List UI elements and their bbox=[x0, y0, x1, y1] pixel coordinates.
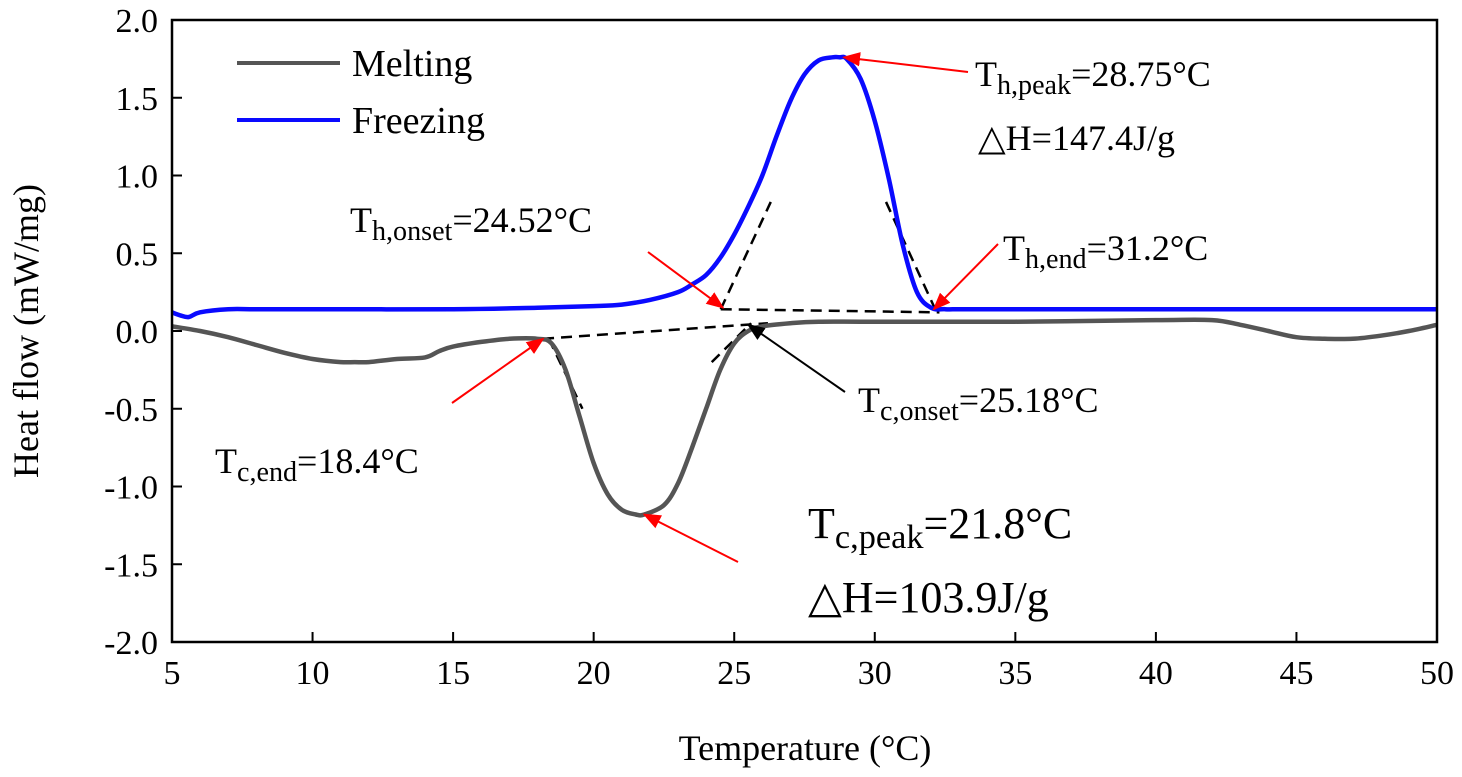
x-tick-labels: 5 10 15 20 25 30 35 40 45 50 bbox=[164, 655, 1455, 692]
tangent-line-5 bbox=[884, 201, 938, 313]
label-th-peak: Th,peak=28.75°C bbox=[975, 54, 1211, 101]
y-tick-label: 1.0 bbox=[116, 159, 159, 196]
y-tick-label: -1.0 bbox=[104, 470, 158, 507]
label-dh-freeze: △H=103.9J/g bbox=[808, 573, 1049, 622]
series-line-freezing bbox=[172, 54, 1437, 320]
x-tick-label: 25 bbox=[717, 655, 751, 692]
y-tick-label: -1.5 bbox=[104, 547, 158, 584]
arrow-th-end bbox=[932, 243, 999, 311]
x-axis-title: Temperature (°C) bbox=[679, 728, 932, 768]
x-tick-label: 5 bbox=[164, 655, 181, 692]
plot-frame bbox=[170, 18, 1439, 644]
tangent-line-0 bbox=[542, 321, 769, 341]
x-tick-label: 50 bbox=[1420, 655, 1454, 692]
y-tick-label: 0.0 bbox=[116, 314, 159, 351]
x-tick-label: 45 bbox=[1279, 655, 1313, 692]
arrow-th-onset bbox=[647, 251, 725, 309]
y-axis-title: Heat flow (mW/mg) bbox=[6, 184, 46, 478]
x-tick-label: 10 bbox=[296, 655, 330, 692]
legend-label-melting: Melting bbox=[352, 43, 472, 85]
arrow-th-peak bbox=[842, 52, 969, 73]
x-tick-label: 20 bbox=[577, 655, 611, 692]
series-line-melting bbox=[172, 317, 1437, 518]
y-tick-label: 2.0 bbox=[116, 3, 159, 40]
label-tc-end: Tc,end=18.4°C bbox=[215, 441, 419, 488]
arrow-tc-end bbox=[451, 337, 545, 404]
x-tick-label: 30 bbox=[858, 655, 892, 692]
tangent-line-2 bbox=[710, 322, 752, 363]
y-tick-label: 0.5 bbox=[116, 236, 159, 273]
x-tick-label: 40 bbox=[1139, 655, 1173, 692]
annotation-arrows bbox=[451, 52, 999, 563]
tangent-line-4 bbox=[719, 201, 772, 310]
x-tick-label: 15 bbox=[436, 655, 470, 692]
x-tick-label: 35 bbox=[998, 655, 1032, 692]
tangent-line-3 bbox=[720, 307, 940, 314]
label-dh-melt: △H=147.4J/g bbox=[978, 118, 1175, 158]
arrow-tc-onset bbox=[746, 323, 846, 393]
legend-label-freezing: Freezing bbox=[352, 100, 485, 142]
y-tick-label: 1.5 bbox=[116, 81, 159, 118]
label-tc-onset: Tc,onset=25.18°C bbox=[858, 380, 1098, 427]
legend: Melting Freezing bbox=[237, 43, 485, 142]
label-th-onset: Th,onset=24.52°C bbox=[350, 200, 592, 247]
label-th-end: Th,end=31.2°C bbox=[1003, 228, 1208, 275]
y-tick-label: -2.0 bbox=[104, 625, 158, 662]
label-tc-peak: Tc,peak=21.8°C bbox=[808, 499, 1072, 556]
arrow-tc-peak bbox=[642, 513, 739, 563]
y-tick-labels: -2.0 -1.5 -1.0 -0.5 0.0 0.5 1.0 1.5 2.0 bbox=[104, 3, 158, 662]
y-tick-label: -0.5 bbox=[104, 392, 158, 429]
